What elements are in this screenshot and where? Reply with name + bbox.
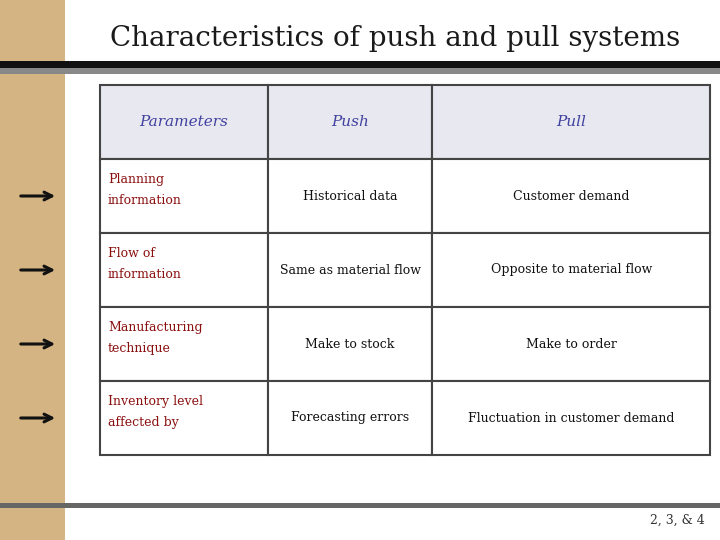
Bar — [100, 233, 268, 307]
Text: 2, 3, & 4: 2, 3, & 4 — [650, 514, 705, 526]
Bar — [0, 0, 65, 540]
Text: Same as material flow: Same as material flow — [279, 264, 420, 276]
Text: Parameters: Parameters — [140, 115, 228, 129]
Bar — [268, 159, 433, 233]
Text: Push: Push — [331, 115, 369, 129]
Text: Fluctuation in customer demand: Fluctuation in customer demand — [468, 411, 675, 424]
Bar — [433, 233, 710, 307]
Text: Forecasting errors: Forecasting errors — [291, 411, 409, 424]
Text: Pull: Pull — [557, 115, 586, 129]
Text: Inventory level
affected by: Inventory level affected by — [108, 395, 203, 429]
Bar — [433, 159, 710, 233]
Text: Opposite to material flow: Opposite to material flow — [490, 264, 652, 276]
Bar — [268, 85, 433, 159]
Text: Characteristics of push and pull systems: Characteristics of push and pull systems — [110, 24, 680, 51]
Bar — [433, 381, 710, 455]
Bar — [0, 61, 720, 68]
Bar — [433, 85, 710, 159]
Bar — [268, 381, 433, 455]
Text: Historical data: Historical data — [303, 190, 397, 202]
Text: Make to order: Make to order — [526, 338, 616, 350]
Bar — [100, 307, 268, 381]
Bar — [100, 159, 268, 233]
Text: Manufacturing
technique: Manufacturing technique — [108, 321, 202, 355]
Bar — [100, 85, 268, 159]
Text: Planning
information: Planning information — [108, 173, 182, 207]
Bar — [433, 307, 710, 381]
Bar — [100, 381, 268, 455]
Bar — [0, 503, 720, 508]
Text: Flow of
information: Flow of information — [108, 247, 182, 281]
Bar — [268, 307, 433, 381]
Bar — [268, 233, 433, 307]
Text: Customer demand: Customer demand — [513, 190, 629, 202]
Text: Make to stock: Make to stock — [305, 338, 395, 350]
Bar — [0, 68, 720, 74]
